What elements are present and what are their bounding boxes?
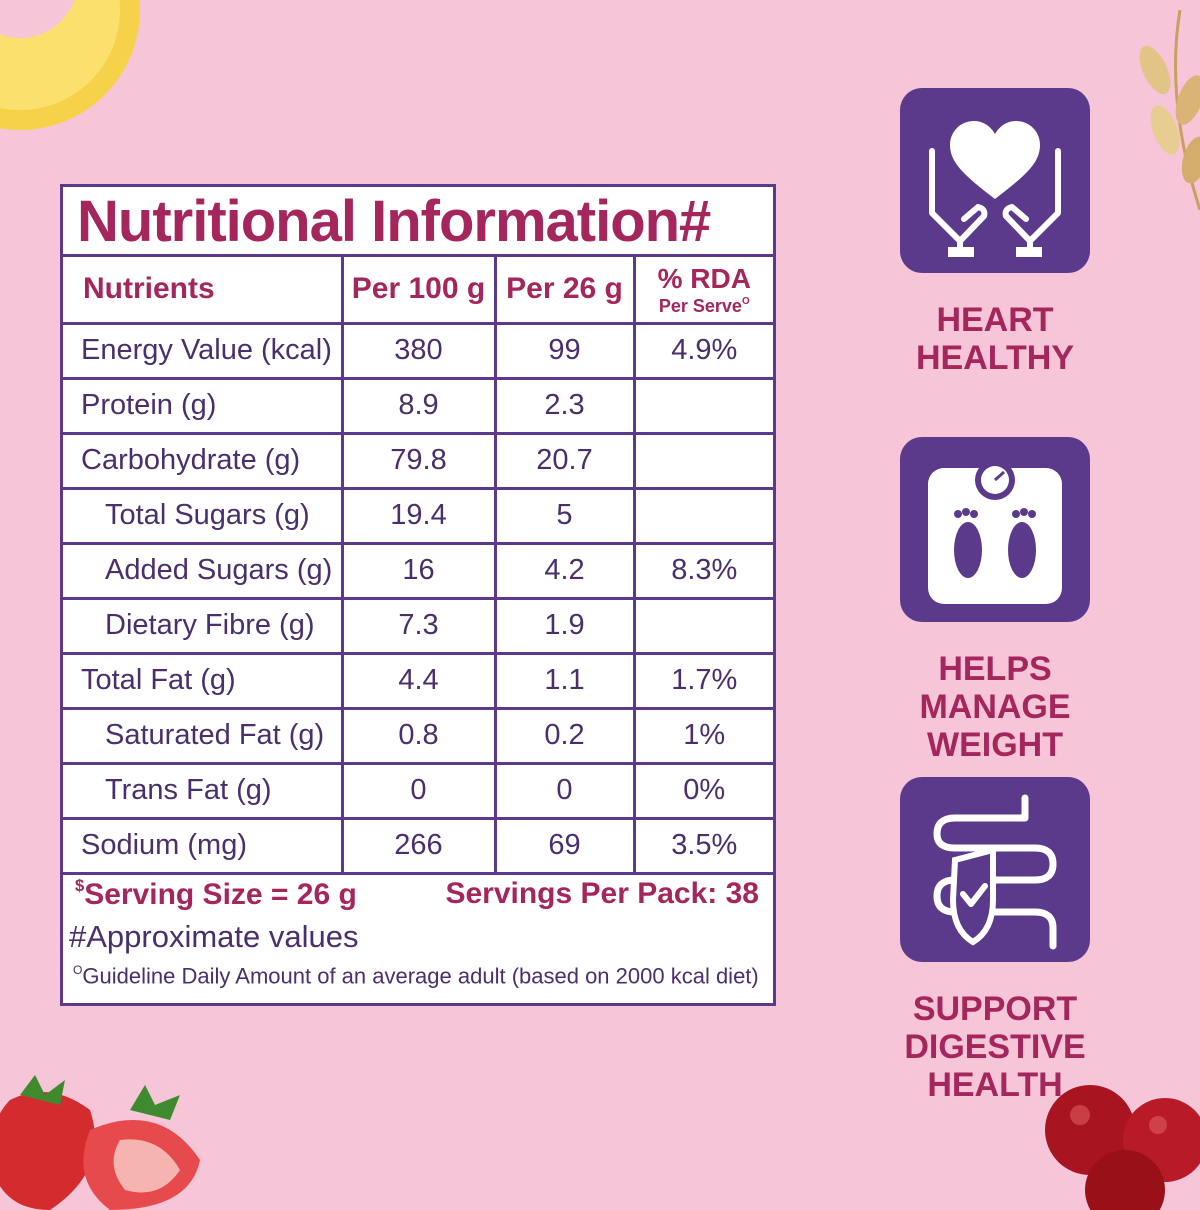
value-per-26g: 20.7 [493,431,636,490]
value-per-26g: 0.2 [493,706,636,765]
digestive-shield-icon [933,794,1057,949]
value-per-26g: 1.9 [493,596,636,655]
value-per-26g: 2.3 [493,376,636,435]
heart-hands-icon [929,120,1061,257]
value-rda [632,376,773,435]
benefit-label-line2: WEIGHT [927,726,1063,764]
table-row: Carbohydrate (g) 79.8 20.7 [63,431,773,490]
nutrition-panel: Nutritional Information# Nutrients Per 1… [60,184,776,1006]
value-per-100g: 19.4 [340,486,497,545]
gda-note-text: Guideline Daily Amount of an average adu… [82,963,759,989]
table-row: Protein (g) 8.9 2.3 [63,376,773,435]
oat-stalk-image [1139,10,1200,210]
value-per-100g: 79.8 [340,431,497,490]
table-row: Dietary Fibre (g) 7.3 1.9 [63,596,773,655]
table-row: Trans Fat (g) 0 0 0% [63,761,773,820]
value-per-26g: 69 [493,816,636,875]
digestive-badge [900,777,1090,962]
nutrient-name: Carbohydrate (g) [63,431,344,490]
value-per-100g: 266 [340,816,497,875]
gda-note-mark: O [73,963,83,977]
nutrient-name: Added Sugars (g) [63,541,344,600]
benefit-heart-healthy: HEART HEALTHY [860,88,1130,377]
value-per-26g: 0 [493,761,636,820]
panel-title: Nutritional Information# [63,187,773,257]
value-per-100g: 0.8 [340,706,497,765]
benefit-label: HEART HEALTHY [860,301,1130,377]
nutrient-name: Sodium (mg) [63,816,344,875]
table-row: Total Sugars (g) 19.4 5 [63,486,773,545]
benefit-label-line2: DIGESTIVE HEALTH [904,1028,1086,1104]
benefit-label-line1: SUPPORT [912,990,1078,1028]
table-header-row: Nutrients Per 100 g Per 26 g % RDA Per S… [63,257,773,325]
value-per-26g: 4.2 [493,541,636,600]
approximate-values-note: #Approximate values [69,919,359,954]
value-rda: 3.5% [632,816,773,875]
value-per-100g: 16 [340,541,497,600]
table-row: Added Sugars (g) 16 4.2 8.3% [63,541,773,600]
value-per-100g: 8.9 [340,376,497,435]
header-rda-sub-label: Per Serve [658,296,742,317]
nutrient-name: Total Fat (g) [63,651,344,710]
value-per-100g: 380 [340,321,497,380]
benefit-label-line1: HEART [936,301,1054,339]
panel-footer: $Serving Size = 26 g Servings Per Pack: … [63,875,773,1003]
heart-badge [900,88,1090,273]
header-rda: % RDA Per ServeO [632,257,773,325]
benefit-manage-weight: HELPS MANAGE WEIGHT [860,437,1130,764]
serving-size-text: Serving Size = 26 g [84,878,357,912]
benefit-label-line2: HEALTHY [915,339,1075,377]
header-per-26g-label: Per 26 g [506,272,623,306]
value-rda [632,486,773,545]
header-per-100g: Per 100 g [340,257,497,325]
value-rda: 1.7% [632,651,773,710]
table-row: Energy Value (kcal) 380 99 4.9% [63,321,773,380]
value-rda: 8.3% [632,541,773,600]
pineapple-ring-image [0,0,140,130]
value-per-100g: 0 [340,761,497,820]
table-row: Sodium (mg) 266 69 3.5% [63,816,773,875]
nutrient-name: Trans Fat (g) [63,761,344,820]
strawberry-image [0,1075,200,1210]
value-rda [632,596,773,655]
nutrient-name: Dietary Fibre (g) [63,596,344,655]
benefit-label-line1: HELPS MANAGE [919,650,1071,726]
benefit-label: SUPPORT DIGESTIVE HEALTH [860,990,1130,1104]
value-rda: 4.9% [632,321,773,380]
benefit-digestive-health: SUPPORT DIGESTIVE HEALTH [860,777,1130,1104]
header-per-26g: Per 26 g [493,257,636,325]
benefit-label: HELPS MANAGE WEIGHT [860,650,1130,764]
weighing-scale-icon [928,459,1062,604]
value-per-100g: 7.3 [340,596,497,655]
value-per-26g: 99 [493,321,636,380]
header-rda-sub: Per ServeO [637,292,773,317]
nutrition-table: Nutrients Per 100 g Per 26 g % RDA Per S… [63,257,773,875]
nutrient-name: Total Sugars (g) [63,486,344,545]
value-rda: 1% [632,706,773,765]
servings-per-pack: Servings Per Pack: 38 [445,877,759,910]
nutrient-name: Energy Value (kcal) [63,321,344,380]
value-per-26g: 5 [493,486,636,545]
cranberry-image [1045,1085,1200,1210]
value-per-100g: 4.4 [340,651,497,710]
header-rda-label: % RDA [657,263,751,295]
gda-mark: O [741,296,750,308]
value-rda: 0% [632,761,773,820]
value-per-26g: 1.1 [493,651,636,710]
header-nutrients: Nutrients [63,257,344,325]
serving-size-mark: $ [75,877,85,895]
nutrient-name: Protein (g) [63,376,344,435]
table-row: Saturated Fat (g) 0.8 0.2 1% [63,706,773,765]
gda-note: OGuideline Daily Amount of an average ad… [73,963,759,990]
value-rda [632,431,773,490]
serving-size: $Serving Size = 26 g [75,877,357,912]
table-row: Total Fat (g) 4.4 1.1 1.7% [63,651,773,710]
weight-badge [900,437,1090,622]
nutrient-name: Saturated Fat (g) [63,706,344,765]
